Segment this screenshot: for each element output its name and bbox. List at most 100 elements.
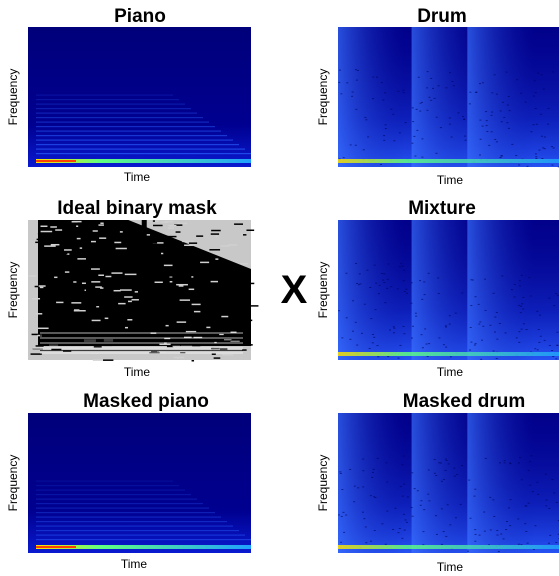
noise: [485, 111, 488, 113]
mask-noise: [142, 305, 153, 308]
harmonic: [36, 108, 191, 110]
noise: [349, 468, 352, 470]
mask-noise: [199, 270, 206, 273]
mask-noise: [191, 276, 194, 278]
mask-noise: [98, 224, 104, 226]
noise: [435, 475, 438, 477]
noise: [440, 508, 443, 510]
harmonic: [36, 498, 197, 500]
noise: [355, 108, 358, 110]
mask-noise: [230, 276, 234, 279]
noise: [509, 499, 512, 501]
harmonic: [36, 135, 227, 137]
noise: [392, 528, 395, 530]
mask-noise: [89, 269, 99, 272]
noise: [404, 122, 407, 124]
noise: [448, 315, 451, 317]
noise: [534, 525, 537, 527]
noise: [384, 124, 387, 126]
noise: [435, 533, 438, 535]
mask-noise: [62, 350, 72, 352]
noise: [485, 125, 488, 127]
y-axis-label: Frequency: [6, 69, 20, 126]
harmonic: [36, 525, 233, 527]
noise: [433, 97, 436, 99]
noise: [445, 346, 448, 348]
noise: [412, 121, 415, 123]
noise: [338, 81, 341, 83]
noise: [545, 505, 548, 507]
noise: [402, 513, 405, 515]
mask-noise: [191, 303, 201, 306]
noise: [519, 312, 522, 314]
mask-noise: [237, 299, 247, 302]
mask-noise: [233, 309, 241, 311]
noise: [497, 551, 500, 553]
mask-noise: [215, 235, 218, 238]
noise: [339, 472, 342, 474]
mask-noise: [105, 275, 112, 278]
mask-noise: [114, 295, 121, 297]
mask-noise: [168, 224, 177, 227]
noise: [518, 304, 521, 306]
noise: [438, 462, 441, 464]
noise: [394, 507, 397, 509]
mask-noise: [127, 319, 133, 321]
mask-noise: [37, 233, 41, 235]
noise: [357, 284, 360, 286]
mask-noise: [152, 242, 164, 244]
mask-noise: [176, 323, 189, 325]
mask-noise: [124, 273, 137, 276]
mask-noise: [211, 229, 221, 232]
noise: [356, 344, 359, 346]
noise: [474, 296, 477, 298]
noise: [552, 356, 555, 358]
mask-noise: [232, 314, 236, 316]
noise: [373, 264, 376, 266]
mask-noise: [176, 321, 187, 323]
noise: [340, 541, 343, 543]
noise: [399, 344, 402, 346]
mask-noise: [128, 300, 132, 303]
mask-noise: [176, 246, 181, 248]
mask-noise: [161, 300, 168, 302]
noise: [470, 341, 473, 343]
mask-noise: [73, 256, 85, 258]
mask-noise: [35, 313, 43, 315]
noise: [517, 462, 520, 464]
noise: [464, 135, 467, 137]
onset-band: [467, 413, 535, 553]
low-band: [338, 352, 559, 356]
noise: [536, 481, 539, 483]
noise: [522, 308, 525, 310]
mask-noise: [62, 237, 72, 240]
noise: [415, 108, 418, 110]
mask-noise: [242, 349, 247, 351]
harmonic: [36, 130, 221, 132]
panel-title: Drum: [417, 6, 467, 27]
noise: [411, 337, 414, 339]
mask-noise: [160, 221, 169, 224]
noise: [387, 356, 390, 358]
noise: [402, 89, 405, 91]
mask-noise: [100, 287, 104, 289]
mask-noise: [35, 241, 40, 244]
mask-noise: [168, 227, 175, 229]
noise: [450, 136, 453, 138]
noise: [396, 288, 399, 290]
noise: [553, 492, 556, 494]
noise: [448, 117, 451, 119]
mask-noise: [179, 299, 191, 301]
noise: [501, 101, 504, 103]
noise: [502, 538, 505, 540]
noise: [500, 533, 503, 535]
noise: [532, 95, 535, 97]
mask-noise: [245, 323, 251, 326]
mask-noise: [114, 241, 122, 244]
noise: [505, 520, 508, 522]
noise: [357, 487, 360, 489]
noise: [449, 72, 452, 74]
noise: [505, 71, 508, 73]
noise: [428, 500, 431, 502]
mask-noise: [64, 338, 75, 340]
